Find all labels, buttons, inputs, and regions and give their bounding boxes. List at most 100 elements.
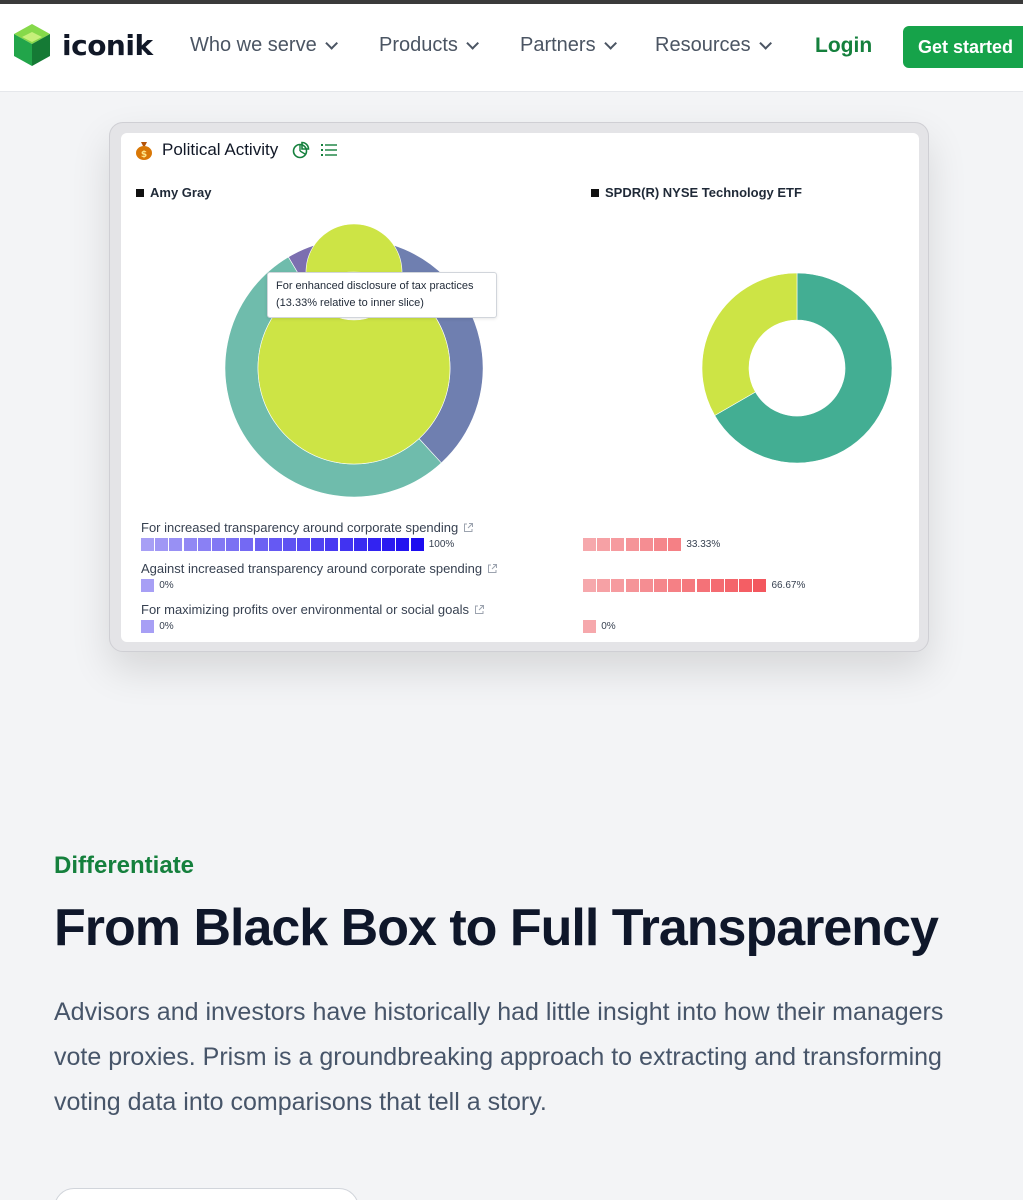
nav-who-we-serve[interactable]: Who we serve bbox=[190, 34, 338, 57]
bar-cell bbox=[382, 538, 396, 551]
bar-cell bbox=[753, 579, 767, 592]
vote-label-3[interactable]: For maximizing profits over environmenta… bbox=[141, 602, 485, 617]
vote-label-1[interactable]: For increased transparency around corpor… bbox=[141, 520, 474, 535]
brand-logo[interactable]: iconik bbox=[12, 22, 153, 68]
vote-percent: 66.67% bbox=[771, 580, 806, 591]
vote-percent: 100% bbox=[428, 539, 455, 550]
political-activity-panel: $ Political Activity Amy Gray bbox=[121, 133, 919, 642]
section-eyebrow: Differentiate bbox=[54, 852, 195, 879]
bottom-button[interactable] bbox=[54, 1188, 359, 1200]
vote-label-text: For maximizing profits over environmenta… bbox=[141, 602, 470, 617]
bar-cell bbox=[297, 538, 311, 551]
panel-header: $ Political Activity bbox=[133, 139, 338, 161]
bar-cell bbox=[682, 579, 696, 592]
bar-cell bbox=[625, 579, 639, 592]
bar-cell bbox=[410, 538, 424, 551]
nav-products[interactable]: Products bbox=[379, 34, 479, 57]
vote-bar-left-1: 100% bbox=[141, 538, 454, 551]
bar-cell bbox=[583, 538, 596, 551]
chevron-down-icon bbox=[603, 37, 617, 50]
bar-cell bbox=[611, 538, 625, 551]
chevron-down-icon bbox=[758, 37, 772, 50]
bar-cell bbox=[396, 538, 410, 551]
nav-label: Products bbox=[379, 34, 458, 56]
legend-label: Amy Gray bbox=[150, 185, 212, 200]
vote-label-text: For increased transparency around corpor… bbox=[141, 520, 459, 535]
bar-cell bbox=[155, 538, 169, 551]
bar-cell bbox=[169, 538, 183, 551]
legend-amy-gray: Amy Gray bbox=[136, 185, 211, 200]
vote-percent: 0% bbox=[159, 580, 174, 591]
legend-spdr-etf: SPDR(R) NYSE Technology ETF bbox=[591, 185, 802, 200]
bar-cell bbox=[353, 538, 367, 551]
bar-cell bbox=[668, 538, 682, 551]
spdr-etf-slice-1[interactable] bbox=[714, 272, 893, 464]
amy-gray-inner-slice-1[interactable] bbox=[257, 223, 451, 465]
bar-cell bbox=[141, 538, 154, 551]
bar-cell bbox=[583, 620, 596, 633]
bar-cell bbox=[240, 538, 254, 551]
legend-swatch bbox=[136, 188, 144, 197]
nav-label: Who we serve bbox=[190, 34, 317, 56]
moneybag-icon: $ bbox=[136, 142, 152, 160]
external-link-icon[interactable] bbox=[474, 604, 485, 615]
bar-cell bbox=[339, 538, 353, 551]
browser-top-strip bbox=[0, 0, 1023, 4]
product-screenshot-frame: $ Political Activity Amy Gray bbox=[109, 122, 929, 652]
spdr-etf-slice-2[interactable] bbox=[701, 272, 798, 416]
bar-cell bbox=[226, 538, 240, 551]
vote-bar-left-3: 0% bbox=[141, 620, 174, 633]
bar-cell bbox=[653, 579, 667, 592]
vote-percent: 0% bbox=[601, 621, 616, 632]
bar-cell bbox=[639, 538, 653, 551]
bar-cell bbox=[583, 579, 596, 592]
bar-cell bbox=[211, 538, 225, 551]
nav-label: Partners bbox=[520, 34, 596, 56]
bar-cell bbox=[625, 538, 639, 551]
bar-cell bbox=[611, 579, 625, 592]
bar-cell bbox=[597, 538, 611, 551]
vote-bar-right-3: 0% bbox=[583, 620, 616, 633]
bar-cell bbox=[311, 538, 325, 551]
nav-partners[interactable]: Partners bbox=[520, 34, 617, 57]
brand-name: iconik bbox=[62, 28, 153, 62]
pie-chart-icon[interactable] bbox=[292, 141, 310, 159]
bar-cell bbox=[653, 538, 667, 551]
cube-logo-icon bbox=[14, 24, 50, 66]
get-started-button[interactable]: Get started bbox=[903, 26, 1023, 68]
section-body: Advisors and investors have historically… bbox=[54, 998, 944, 1116]
login-link[interactable]: Login bbox=[815, 34, 873, 57]
vote-percent: 33.33% bbox=[686, 539, 721, 550]
section-headline: From Black Box to Full Transparency bbox=[54, 899, 939, 957]
bar-cell bbox=[141, 579, 154, 592]
bar-cell bbox=[183, 538, 197, 551]
chevron-down-icon bbox=[466, 37, 479, 50]
vote-label-2[interactable]: Against increased transparency around co… bbox=[141, 561, 498, 576]
external-link-icon[interactable] bbox=[487, 563, 498, 574]
external-link-icon[interactable] bbox=[463, 522, 474, 533]
list-icon[interactable] bbox=[320, 141, 338, 159]
chart-tooltip: For enhanced disclosure of tax practices… bbox=[267, 272, 497, 318]
bar-cell bbox=[724, 579, 738, 592]
legend-swatch bbox=[591, 188, 599, 197]
bar-cell bbox=[368, 538, 381, 551]
bar-cell bbox=[282, 538, 296, 551]
bar-cell bbox=[739, 579, 753, 592]
nav-label: Resources bbox=[655, 34, 751, 56]
bar-cell bbox=[268, 538, 282, 551]
bar-cell bbox=[696, 579, 710, 592]
bar-cell bbox=[254, 538, 268, 551]
legend-label: SPDR(R) NYSE Technology ETF bbox=[605, 185, 802, 200]
bar-cell bbox=[639, 579, 653, 592]
vote-label-text: Against increased transparency around co… bbox=[141, 561, 483, 576]
bar-cell bbox=[668, 579, 682, 592]
bar-cell bbox=[710, 579, 724, 592]
vote-bar-right-2: 66.67% bbox=[583, 579, 805, 592]
nav-resources[interactable]: Resources bbox=[655, 34, 772, 57]
panel-title: Political Activity bbox=[162, 140, 279, 159]
svg-text:$: $ bbox=[141, 150, 147, 160]
vote-bar-left-2: 0% bbox=[141, 579, 174, 592]
site-header: iconik Who we serve Products Partners Re… bbox=[0, 4, 1023, 92]
chevron-down-icon bbox=[324, 37, 338, 50]
vote-bar-right-1: 33.33% bbox=[583, 538, 720, 551]
